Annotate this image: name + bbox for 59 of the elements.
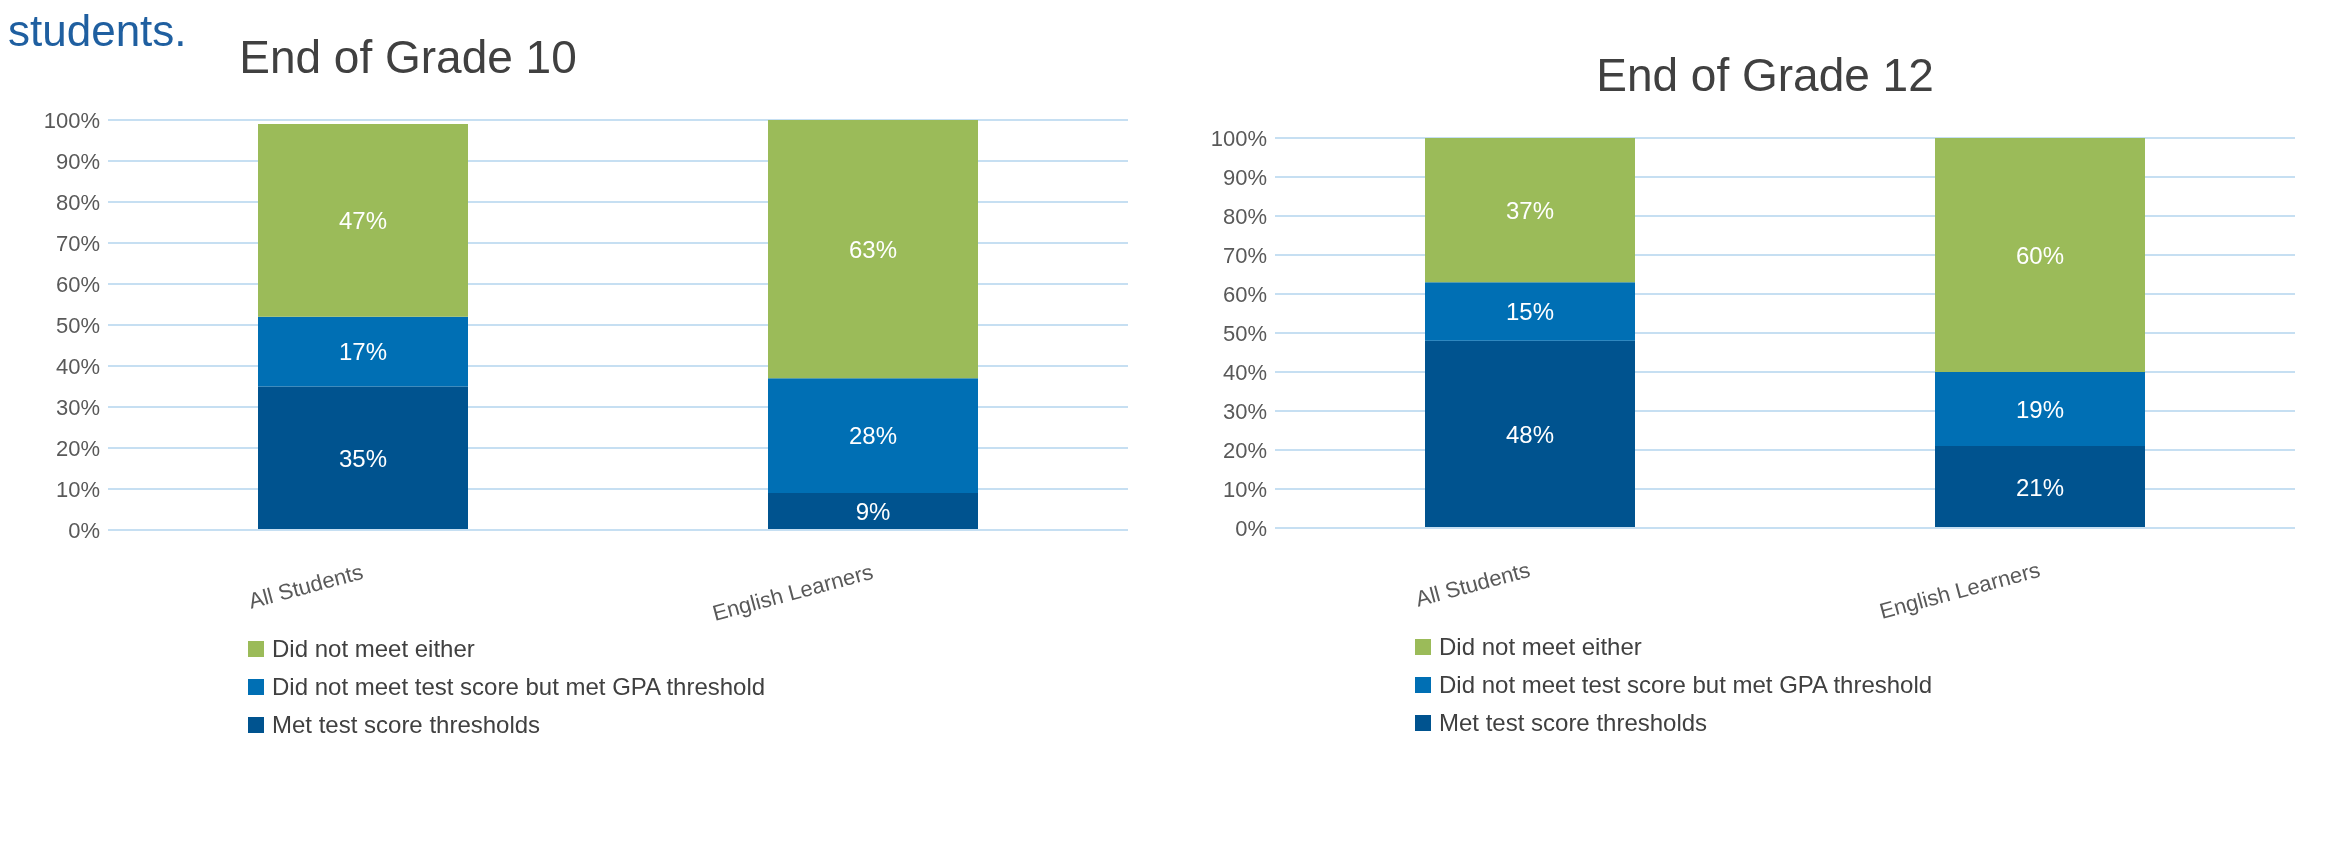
bar <box>258 386 468 530</box>
y-tick-label: 50% <box>55 312 100 338</box>
bar <box>768 378 978 494</box>
legend-label: Did not meet either <box>1438 632 1643 662</box>
data-label: 47% <box>338 206 388 234</box>
bar <box>768 120 978 379</box>
y-tick-label: 90% <box>1222 164 1267 190</box>
y-tick-label: 90% <box>55 148 100 174</box>
bar <box>1935 446 2145 528</box>
y-tick-label: 60% <box>55 271 100 297</box>
y-tick-label: 10% <box>1222 476 1267 502</box>
data-label: 9% <box>855 498 891 526</box>
bar <box>1935 372 2145 447</box>
data-label: 37% <box>1505 196 1555 224</box>
y-tick-label: 20% <box>1222 437 1267 463</box>
y-tick-label: 100% <box>43 107 100 133</box>
y-tick-label: 40% <box>55 353 100 379</box>
bar <box>258 124 468 317</box>
data-label: 60% <box>2015 241 2065 269</box>
y-tick-label: 0% <box>68 517 100 543</box>
legend-label: Did not meet either <box>271 634 476 664</box>
y-tick-label: 20% <box>55 435 100 461</box>
y-tick-label: 10% <box>55 476 100 502</box>
bar <box>1425 282 1635 341</box>
legend-label: Did not meet test score but met GPA threshold <box>1438 670 1934 700</box>
data-label: 17% <box>338 338 388 366</box>
y-tick-label: 30% <box>1222 398 1267 424</box>
chart-title: End of Grade 12 <box>1596 49 1934 101</box>
x-tick-label: English Learners <box>709 559 876 626</box>
data-label: 63% <box>848 235 898 263</box>
bar <box>258 316 468 387</box>
y-tick-label: 70% <box>55 230 100 256</box>
bar <box>1935 138 2145 372</box>
y-tick-label: 80% <box>55 189 100 215</box>
chart-title: End of Grade 10 <box>239 31 577 83</box>
y-tick-label: 100% <box>1210 125 1267 151</box>
data-label: 48% <box>1505 420 1555 448</box>
y-tick-label: 30% <box>55 394 100 420</box>
legend-label: Did not meet test score but met GPA threshold <box>271 672 767 702</box>
data-label: 35% <box>338 444 388 472</box>
data-label: 28% <box>848 422 898 450</box>
data-label: 19% <box>2015 395 2065 423</box>
x-tick-label: All Students <box>1412 557 1533 612</box>
x-tick-label: All Students <box>245 559 366 614</box>
y-tick-label: 60% <box>1222 281 1267 307</box>
data-label: 15% <box>1505 298 1555 326</box>
y-tick-label: 80% <box>1222 203 1267 229</box>
y-tick-label: 50% <box>1222 320 1267 346</box>
y-tick-label: 40% <box>1222 359 1267 385</box>
bar <box>1425 138 1635 283</box>
y-tick-label: 70% <box>1222 242 1267 268</box>
x-tick-label: English Learners <box>1876 557 2043 624</box>
data-label: 21% <box>2015 473 2065 501</box>
legend-label: Met test score thresholds <box>1438 708 1709 738</box>
bar <box>1425 340 1635 528</box>
y-tick-label: 0% <box>1235 515 1267 541</box>
text: students. <box>8 6 187 56</box>
bar <box>768 493 978 530</box>
legend-label: Met test score thresholds <box>271 710 542 740</box>
